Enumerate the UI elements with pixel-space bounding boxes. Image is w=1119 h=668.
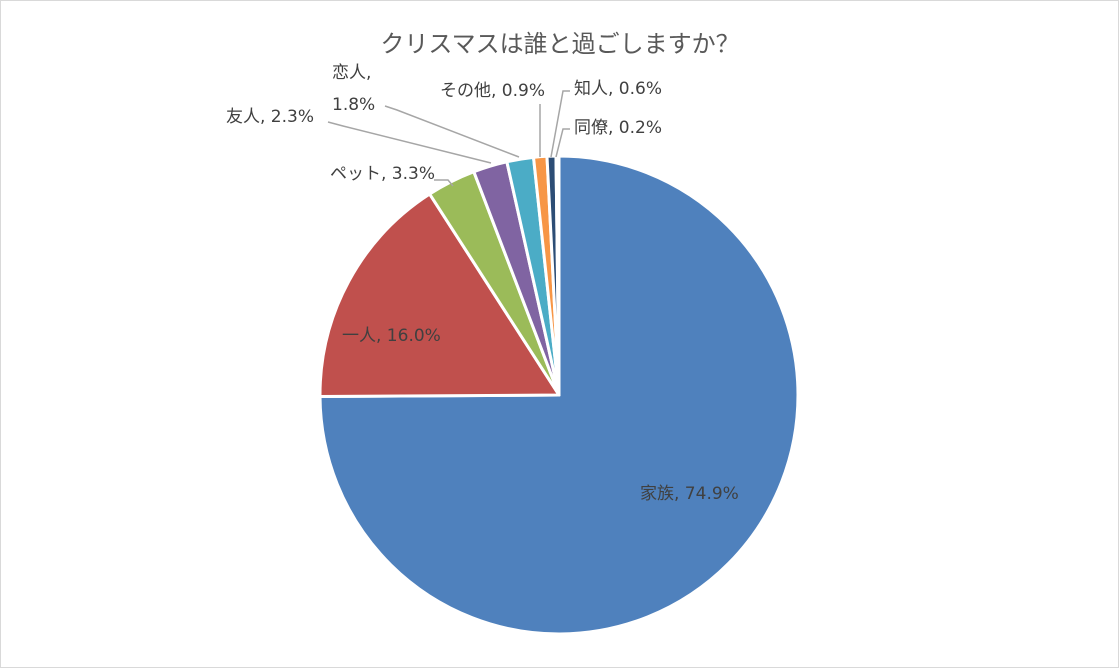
data-label-6: その他, 0.9%: [440, 81, 545, 101]
leader-line-4: [327, 121, 492, 164]
data-label-4: 友人, 2.3%: [226, 107, 314, 127]
data-label-5: 恋人, 1.8%: [332, 62, 375, 115]
data-labels: 家族, 74.9% 一人, 16.0% ペット, 3.3% 友人, 2.3% 恋人, 1.…: [226, 62, 739, 504]
pie-slices: [318, 154, 800, 636]
pie-slice-1: [318, 154, 800, 636]
data-label-3: ペット, 3.3%: [330, 164, 435, 184]
leader-line-3: [434, 179, 454, 187]
leader-line-5: [384, 105, 520, 158]
data-label-2: 一人, 16.0%: [342, 326, 441, 346]
leader-line-7: [550, 90, 570, 158]
data-label-8: 同僚, 0.2%: [574, 118, 662, 138]
chart-title: クリスマスは誰と過ごしますか？: [380, 30, 739, 58]
data-label-1: 家族, 74.9%: [640, 484, 739, 504]
leader-line-8: [555, 128, 570, 158]
leader-lines: [327, 90, 570, 187]
data-label-7: 知人, 0.6%: [574, 79, 662, 99]
pie-slice-2: [318, 192, 561, 398]
